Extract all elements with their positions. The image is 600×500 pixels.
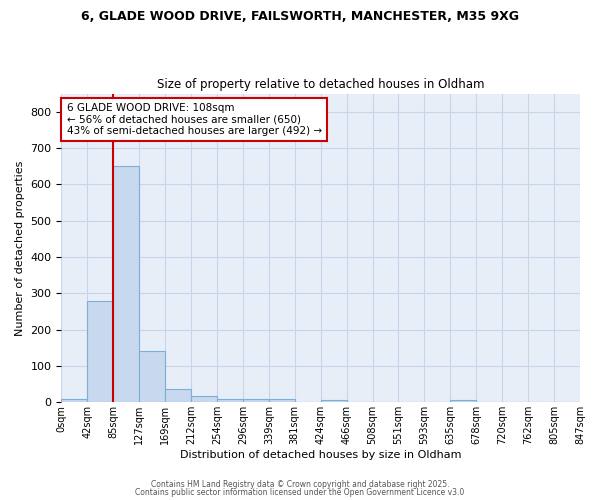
Title: Size of property relative to detached houses in Oldham: Size of property relative to detached ho…: [157, 78, 484, 91]
Text: Contains HM Land Registry data © Crown copyright and database right 2025.: Contains HM Land Registry data © Crown c…: [151, 480, 449, 489]
Bar: [321, 400, 347, 402]
Y-axis label: Number of detached properties: Number of detached properties: [15, 160, 25, 336]
Bar: [165, 389, 191, 402]
Text: 6, GLADE WOOD DRIVE, FAILSWORTH, MANCHESTER, M35 9XG: 6, GLADE WOOD DRIVE, FAILSWORTH, MANCHES…: [81, 10, 519, 23]
Bar: [88, 302, 113, 402]
X-axis label: Distribution of detached houses by size in Oldham: Distribution of detached houses by size …: [180, 450, 461, 460]
Bar: [217, 398, 243, 402]
Bar: [61, 400, 88, 402]
Text: 6 GLADE WOOD DRIVE: 108sqm
← 56% of detached houses are smaller (650)
43% of sem: 6 GLADE WOOD DRIVE: 108sqm ← 56% of deta…: [67, 103, 322, 136]
Bar: [139, 350, 165, 403]
Bar: [113, 166, 139, 402]
Bar: [243, 398, 269, 402]
Bar: [451, 400, 476, 402]
Bar: [269, 400, 295, 402]
Bar: [191, 396, 217, 402]
Text: Contains public sector information licensed under the Open Government Licence v3: Contains public sector information licen…: [136, 488, 464, 497]
